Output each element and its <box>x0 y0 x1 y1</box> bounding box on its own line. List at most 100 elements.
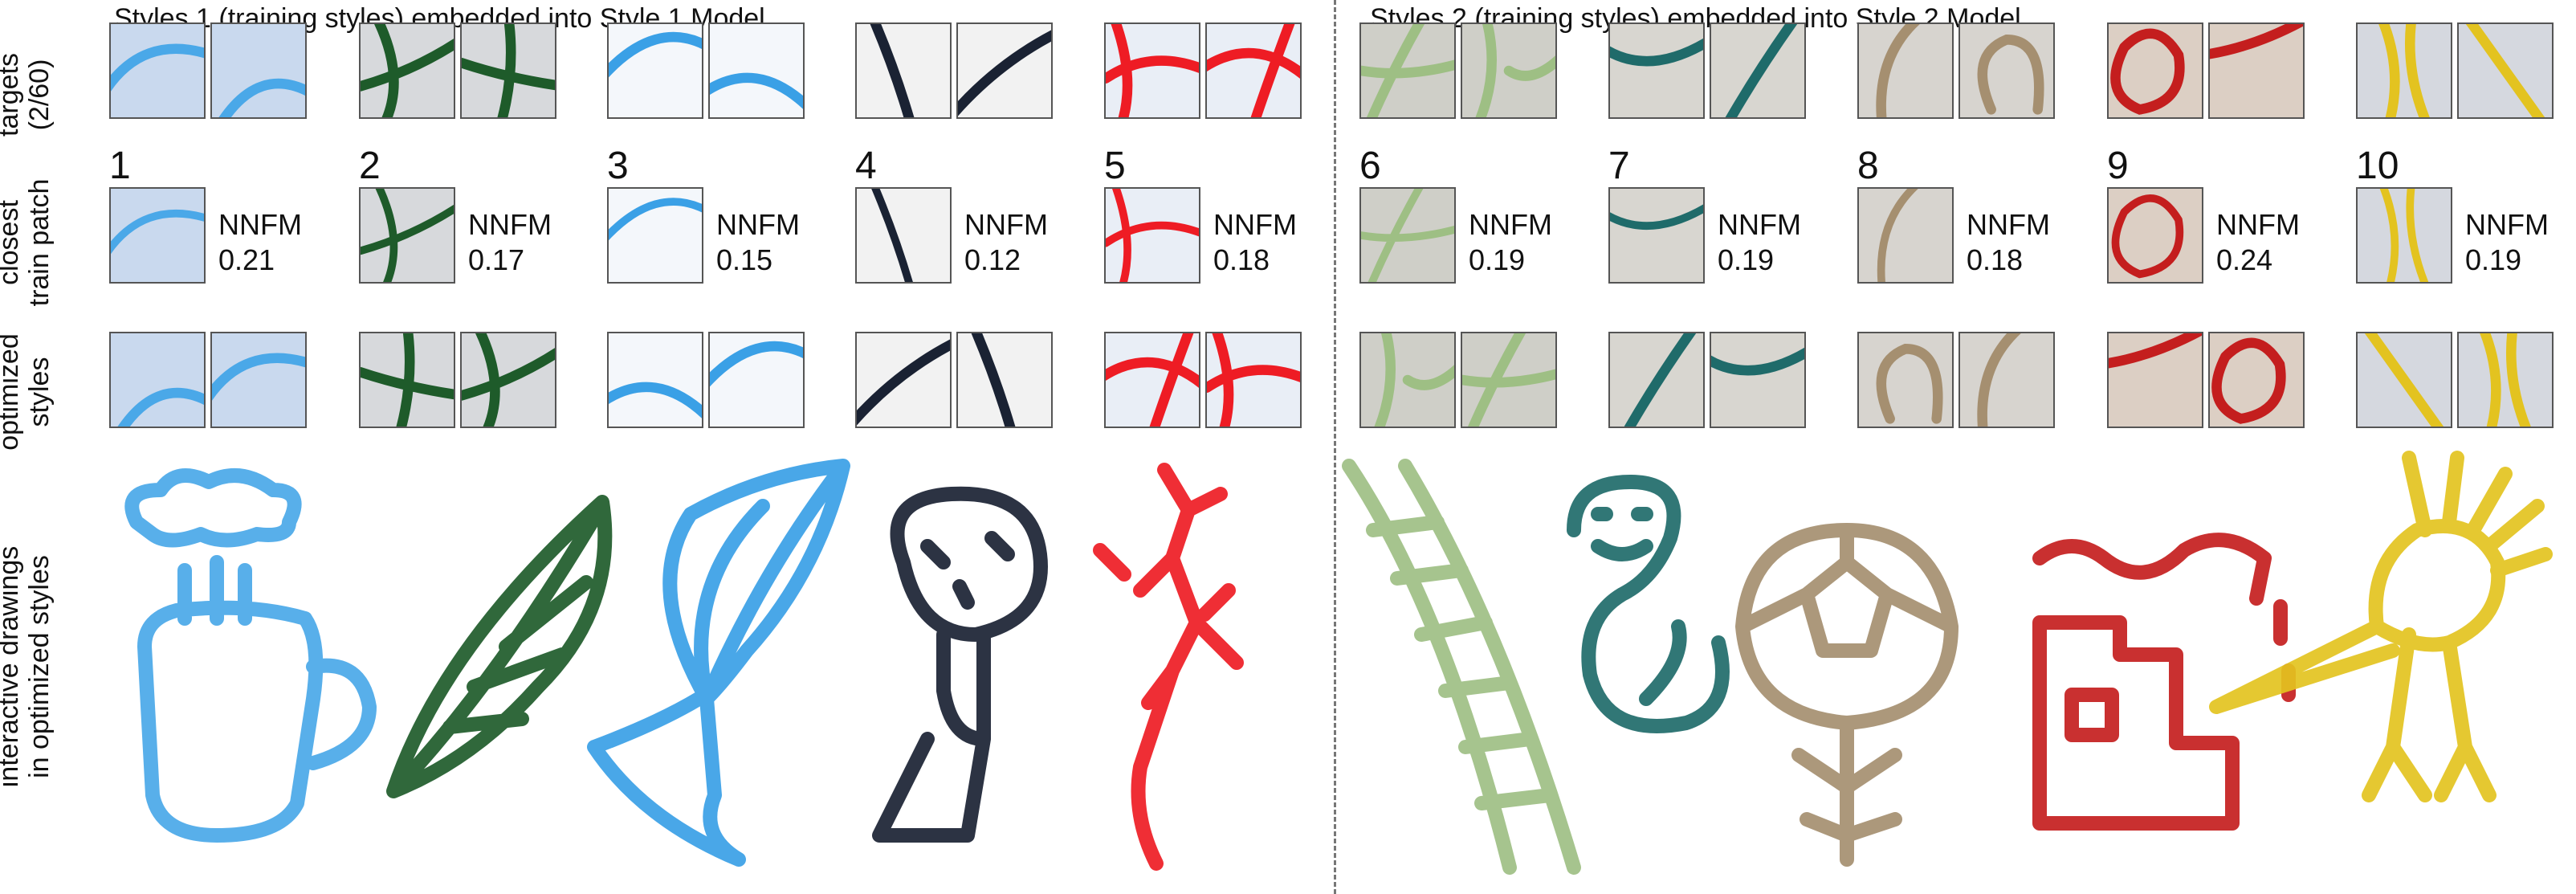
nnfm-value: 0.19 <box>1469 243 1526 276</box>
nnfm-score: NNFM 0.19 <box>1469 207 1552 278</box>
nnfm-score: NNFM 0.15 <box>716 207 800 278</box>
closest-train-patch <box>2107 187 2203 284</box>
nnfm-label: NNFM <box>1718 208 1801 241</box>
closest-train-patch <box>607 187 703 284</box>
nnfm-label: NNFM <box>1469 208 1552 241</box>
nnfm-value: 0.12 <box>964 243 1021 276</box>
optimized-patch <box>607 332 703 428</box>
optimized-patch <box>1359 332 1456 428</box>
target-patch <box>1857 22 1954 119</box>
target-patch <box>1205 22 1302 119</box>
drawing-leaf <box>377 486 634 807</box>
target-patch <box>109 22 206 119</box>
optimized-patch <box>1857 332 1954 428</box>
drawing-snake <box>1526 466 1751 799</box>
optimized-patch <box>1710 332 1806 428</box>
target-patch <box>1461 22 1557 119</box>
optimized-patch <box>2208 332 2305 428</box>
optimized-patch <box>1958 332 2055 428</box>
target-patch <box>607 22 703 119</box>
closest-train-patch <box>1857 187 1954 284</box>
target-patch <box>2107 22 2203 119</box>
drawing-flower <box>1726 514 1967 867</box>
nnfm-value: 0.24 <box>2216 243 2273 276</box>
target-patch <box>359 22 455 119</box>
drawing-house <box>2024 510 2329 831</box>
target-patch <box>708 22 805 119</box>
nnfm-score: NNFM 0.18 <box>1213 207 1297 278</box>
drawing-flower-bud <box>578 458 851 876</box>
nnfm-value: 0.19 <box>1718 243 1775 276</box>
optimized-patch <box>1608 332 1705 428</box>
nnfm-label: NNFM <box>468 208 552 241</box>
nnfm-value: 0.21 <box>218 243 275 276</box>
optimized-patch <box>1205 332 1302 428</box>
target-patch <box>1958 22 2055 119</box>
closest-train-patch <box>359 187 455 284</box>
optimized-patch <box>460 332 556 428</box>
target-patch <box>1359 22 1456 119</box>
optimized-patch <box>2457 332 2554 428</box>
style-number: 1 <box>109 145 131 187</box>
drawing-ladder <box>1317 450 1606 888</box>
closest-train-patch <box>2356 187 2452 284</box>
target-patch <box>2356 22 2452 119</box>
style-number: 7 <box>1608 145 1630 187</box>
nnfm-score: NNFM 0.24 <box>2216 207 2300 278</box>
closest-train-patch <box>855 187 952 284</box>
nnfm-score: NNFM 0.19 <box>1718 207 1801 278</box>
nnfm-label: NNFM <box>1967 208 2050 241</box>
style-number: 10 <box>2356 145 2399 187</box>
nnfm-label: NNFM <box>2465 208 2549 241</box>
style-number: 9 <box>2107 145 2129 187</box>
closest-train-patch <box>1608 187 1705 284</box>
style-number: 3 <box>607 145 629 187</box>
closest-train-patch <box>1359 187 1456 284</box>
nnfm-score: NNFM 0.17 <box>468 207 552 278</box>
style-number: 8 <box>1857 145 1879 187</box>
style-number: 4 <box>855 145 877 187</box>
style-number: 2 <box>359 145 381 187</box>
nnfm-value: 0.17 <box>468 243 525 276</box>
nnfm-value: 0.18 <box>1213 243 1270 276</box>
nnfm-label: NNFM <box>2216 208 2300 241</box>
nnfm-score: NNFM 0.21 <box>218 207 302 278</box>
drawing-cup <box>88 458 393 876</box>
optimized-patch <box>210 332 307 428</box>
style-number: 6 <box>1359 145 1381 187</box>
nnfm-score: NNFM 0.19 <box>2465 207 2549 278</box>
optimized-patch <box>708 332 805 428</box>
target-patch <box>956 22 1053 119</box>
nnfm-label: NNFM <box>716 208 800 241</box>
nnfm-label: NNFM <box>218 208 302 241</box>
optimized-patch <box>109 332 206 428</box>
optimized-patch <box>956 332 1053 428</box>
target-patch <box>1710 22 1806 119</box>
closest-train-patch <box>109 187 206 284</box>
style-number: 5 <box>1104 145 1126 187</box>
optimized-patch <box>855 332 952 428</box>
drawing-panda <box>831 482 1072 867</box>
target-patch <box>460 22 556 119</box>
optimized-patch <box>359 332 455 428</box>
nnfm-score: NNFM 0.12 <box>964 207 1048 278</box>
drawing-lizard <box>1076 462 1245 880</box>
target-patch <box>2457 22 2554 119</box>
nnfm-label: NNFM <box>1213 208 1297 241</box>
nnfm-label: NNFM <box>964 208 1048 241</box>
target-patch <box>1104 22 1200 119</box>
optimized-patch <box>2356 332 2452 428</box>
target-patch <box>1608 22 1705 119</box>
nnfm-value: 0.15 <box>716 243 773 276</box>
optimized-patch <box>1461 332 1557 428</box>
closest-train-patch <box>1104 187 1200 284</box>
nnfm-score: NNFM 0.18 <box>1967 207 2050 278</box>
nnfm-value: 0.18 <box>1967 243 2024 276</box>
optimized-patch <box>1104 332 1200 428</box>
panel-divider <box>1334 0 1336 894</box>
drawing-bird <box>2184 442 2554 843</box>
target-patch <box>855 22 952 119</box>
optimized-patch <box>2107 332 2203 428</box>
nnfm-value: 0.19 <box>2465 243 2522 276</box>
target-patch <box>210 22 307 119</box>
